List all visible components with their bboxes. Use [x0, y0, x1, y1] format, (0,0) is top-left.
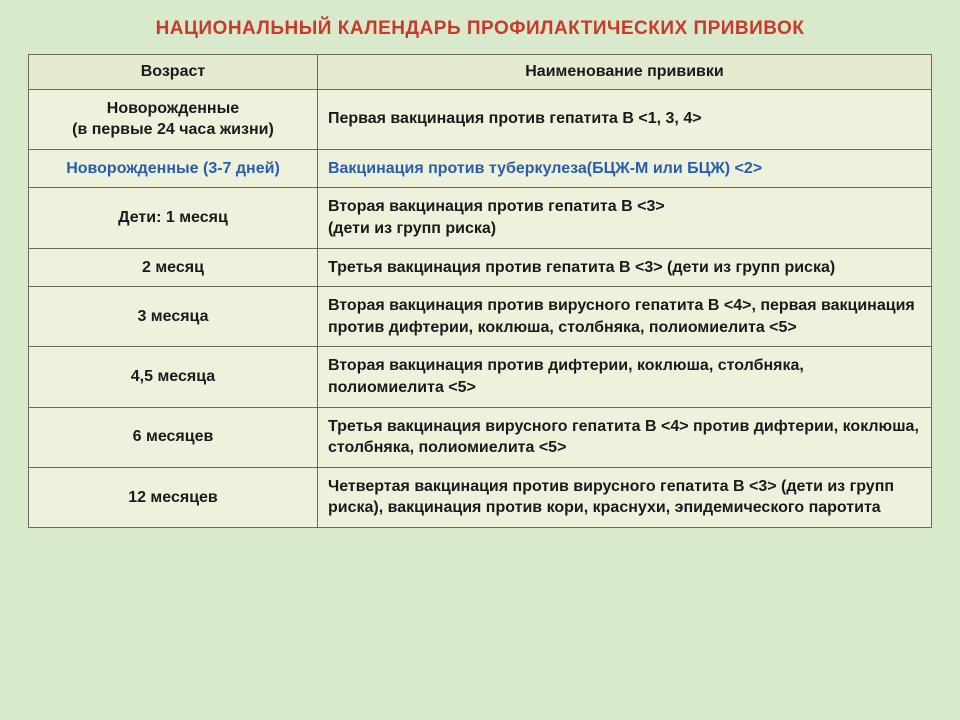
table-row: 4,5 месяцаВторая вакцинация против дифте…: [29, 347, 932, 407]
vaccine-cell: Вторая вакцинация против дифтерии, коклю…: [317, 347, 931, 407]
age-cell: Новорожденные(в первые 24 часа жизни): [29, 89, 318, 149]
vaccine-cell: Первая вакцинация против гепатита B <1, …: [317, 89, 931, 149]
table-row: 2 месяцТретья вакцинация против гепатита…: [29, 248, 932, 287]
vaccine-cell: Четвертая вакцинация против вирусного ге…: [317, 467, 931, 527]
age-cell: 3 месяца: [29, 287, 318, 347]
age-cell: Дети: 1 месяц: [29, 188, 318, 248]
table-row: Дети: 1 месяцВторая вакцинация против ге…: [29, 188, 932, 248]
vaccination-calendar-table: Возраст Наименование прививки Новорожден…: [28, 54, 932, 528]
vaccine-cell: Третья вакцинация вирусного гепатита B <…: [317, 407, 931, 467]
table-row: Новорожденные(в первые 24 часа жизни)Пер…: [29, 89, 932, 149]
table-row: 3 месяцаВторая вакцинация против вирусно…: [29, 287, 932, 347]
table-row: Новорожденные (3-7 дней)Вакцинация проти…: [29, 149, 932, 188]
age-cell: 12 месяцев: [29, 467, 318, 527]
col-header-age: Возраст: [29, 55, 318, 90]
vaccine-cell: Вторая вакцинация против гепатита B <3> …: [317, 188, 931, 248]
col-header-vaccine: Наименование прививки: [317, 55, 931, 90]
age-cell: 4,5 месяца: [29, 347, 318, 407]
vaccine-cell: Вакцинация против туберкулеза(БЦЖ-М или …: [317, 149, 931, 188]
age-cell: 6 месяцев: [29, 407, 318, 467]
table-header-row: Возраст Наименование прививки: [29, 55, 932, 90]
age-cell: 2 месяц: [29, 248, 318, 287]
age-cell: Новорожденные (3-7 дней): [29, 149, 318, 188]
table-row: 12 месяцевЧетвертая вакцинация против ви…: [29, 467, 932, 527]
table-row: 6 месяцевТретья вакцинация вирусного геп…: [29, 407, 932, 467]
vaccine-cell: Вторая вакцинация против вирусного гепат…: [317, 287, 931, 347]
vaccine-cell: Третья вакцинация против гепатита B <3> …: [317, 248, 931, 287]
page-title: НАЦИОНАЛЬНЫЙ КАЛЕНДАРЬ ПРОФИЛАКТИЧЕСКИХ …: [28, 18, 932, 40]
